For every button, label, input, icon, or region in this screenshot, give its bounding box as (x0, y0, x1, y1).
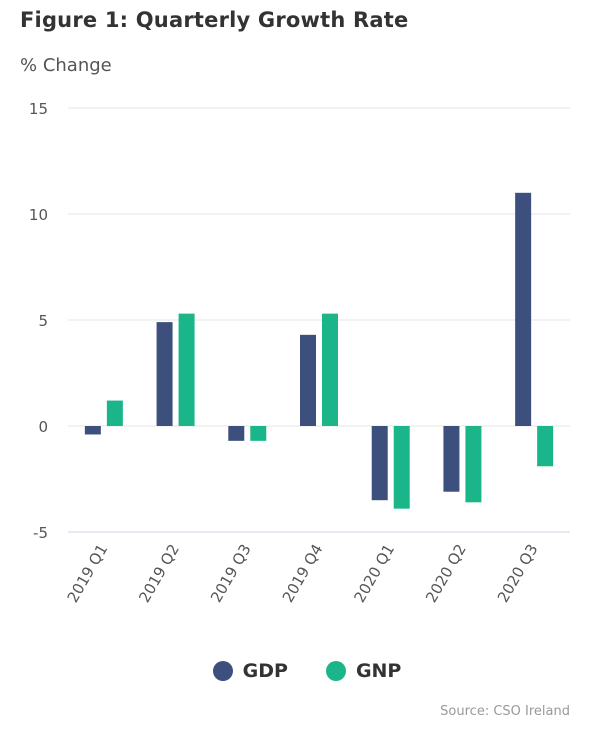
bar-gdp-2019-q1[interactable] (84, 426, 101, 435)
x-tick-label: 2020 Q3 (494, 541, 542, 606)
bar-gdp-2020-q3[interactable] (515, 192, 532, 426)
x-tick-label: 2019 Q2 (135, 541, 183, 606)
x-tick-label: 2020 Q1 (350, 541, 398, 606)
legend-item-gdp[interactable]: GDP (212, 660, 288, 682)
bar-gnp-2020-q1[interactable] (393, 426, 410, 509)
x-tick-label: 2020 Q2 (422, 541, 470, 606)
y-axis-ticks: -5 0 5 10 15 (29, 100, 48, 542)
y-axis-unit-label: % Change (20, 55, 112, 76)
y-tick-label: -5 (33, 524, 48, 542)
bar-gnp-2019-q2[interactable] (178, 313, 195, 426)
gridlines (68, 107, 570, 533)
source-credit: Source: CSO Ireland (440, 704, 570, 719)
bar-gdp-2020-q2[interactable] (443, 426, 460, 492)
y-tick-label: 0 (38, 418, 48, 436)
bar-gdp-2019-q4[interactable] (300, 334, 316, 426)
bar-gdp-2019-q3[interactable] (228, 426, 245, 441)
legend-label-gnp: GNP (355, 660, 402, 682)
bar-gnp-2019-q4[interactable] (322, 313, 338, 426)
x-tick-label: 2019 Q3 (207, 541, 255, 606)
gdp-legend-marker (212, 661, 233, 681)
x-axis-ticks: 2019 Q1 2019 Q2 2019 Q3 2019 Q4 2020 Q1 2020 … (64, 541, 542, 606)
bars (84, 192, 554, 509)
bar-gnp-2019-q3[interactable] (250, 426, 267, 441)
bar-gdp-2019-q2[interactable] (156, 322, 173, 426)
x-tick-label: 2019 Q4 (279, 541, 327, 606)
bar-gnp-2020-q3[interactable] (537, 426, 554, 467)
gnp-legend-marker (325, 661, 346, 681)
legend-item-gnp[interactable]: GNP (325, 660, 402, 682)
legend: GDP GNP (0, 660, 614, 682)
legend-label-gdp: GDP (242, 660, 288, 682)
x-tick-label: 2019 Q1 (64, 541, 112, 606)
y-tick-label: 10 (29, 206, 48, 224)
chart-title: Figure 1: Quarterly Growth Rate (20, 8, 409, 32)
bar-gnp-2019-q1[interactable] (106, 400, 123, 426)
y-tick-label: 15 (29, 100, 48, 118)
bar-gnp-2020-q2[interactable] (465, 426, 482, 503)
bar-gdp-2020-q1[interactable] (371, 426, 388, 501)
y-tick-label: 5 (38, 312, 48, 330)
